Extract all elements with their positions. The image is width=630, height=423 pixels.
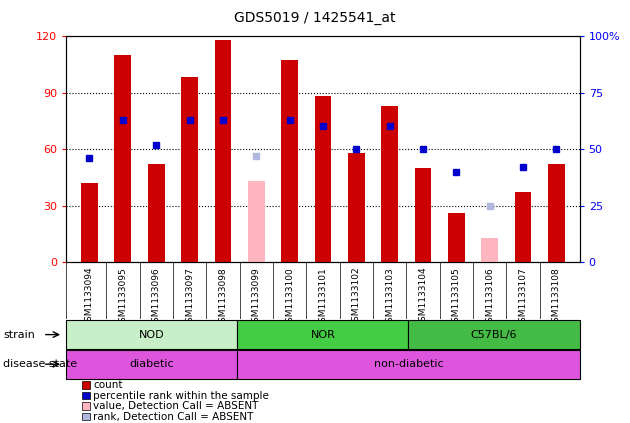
Bar (314, 96, 331, 262)
Bar (381, 106, 398, 262)
Text: GSM1133097: GSM1133097 (185, 267, 194, 327)
Bar (481, 238, 498, 262)
Bar (415, 168, 431, 262)
Text: GSM1133104: GSM1133104 (418, 267, 427, 327)
Text: GSM1133100: GSM1133100 (285, 267, 294, 327)
Text: GSM1133103: GSM1133103 (385, 267, 394, 327)
Text: GDS5019 / 1425541_at: GDS5019 / 1425541_at (234, 11, 396, 25)
Text: GSM1133094: GSM1133094 (85, 267, 94, 327)
Text: GSM1133098: GSM1133098 (219, 267, 227, 327)
Bar (148, 164, 164, 262)
Text: count: count (93, 380, 123, 390)
Bar (281, 60, 298, 262)
Text: GSM1133102: GSM1133102 (352, 267, 361, 327)
Bar (215, 40, 231, 262)
Text: GSM1133096: GSM1133096 (152, 267, 161, 327)
Text: GSM1133106: GSM1133106 (485, 267, 494, 327)
Bar (515, 192, 531, 262)
Bar (81, 183, 98, 262)
Text: non-diabetic: non-diabetic (374, 359, 444, 369)
Text: GSM1133108: GSM1133108 (552, 267, 561, 327)
Text: GSM1133107: GSM1133107 (518, 267, 527, 327)
Text: rank, Detection Call = ABSENT: rank, Detection Call = ABSENT (93, 412, 254, 422)
Text: GSM1133099: GSM1133099 (252, 267, 261, 327)
Bar (348, 153, 365, 262)
Text: NOD: NOD (139, 330, 164, 340)
Text: C57BL/6: C57BL/6 (471, 330, 517, 340)
Text: disease state: disease state (3, 359, 77, 369)
Text: percentile rank within the sample: percentile rank within the sample (93, 390, 269, 401)
Text: GSM1133105: GSM1133105 (452, 267, 461, 327)
Text: value, Detection Call = ABSENT: value, Detection Call = ABSENT (93, 401, 259, 411)
Text: diabetic: diabetic (129, 359, 174, 369)
Bar (448, 213, 464, 262)
Bar (548, 164, 564, 262)
Text: GSM1133101: GSM1133101 (318, 267, 328, 327)
Bar (115, 55, 131, 262)
Text: strain: strain (3, 330, 35, 340)
Bar (248, 181, 265, 262)
Text: NOR: NOR (311, 330, 335, 340)
Text: GSM1133095: GSM1133095 (118, 267, 127, 327)
Bar (181, 77, 198, 262)
